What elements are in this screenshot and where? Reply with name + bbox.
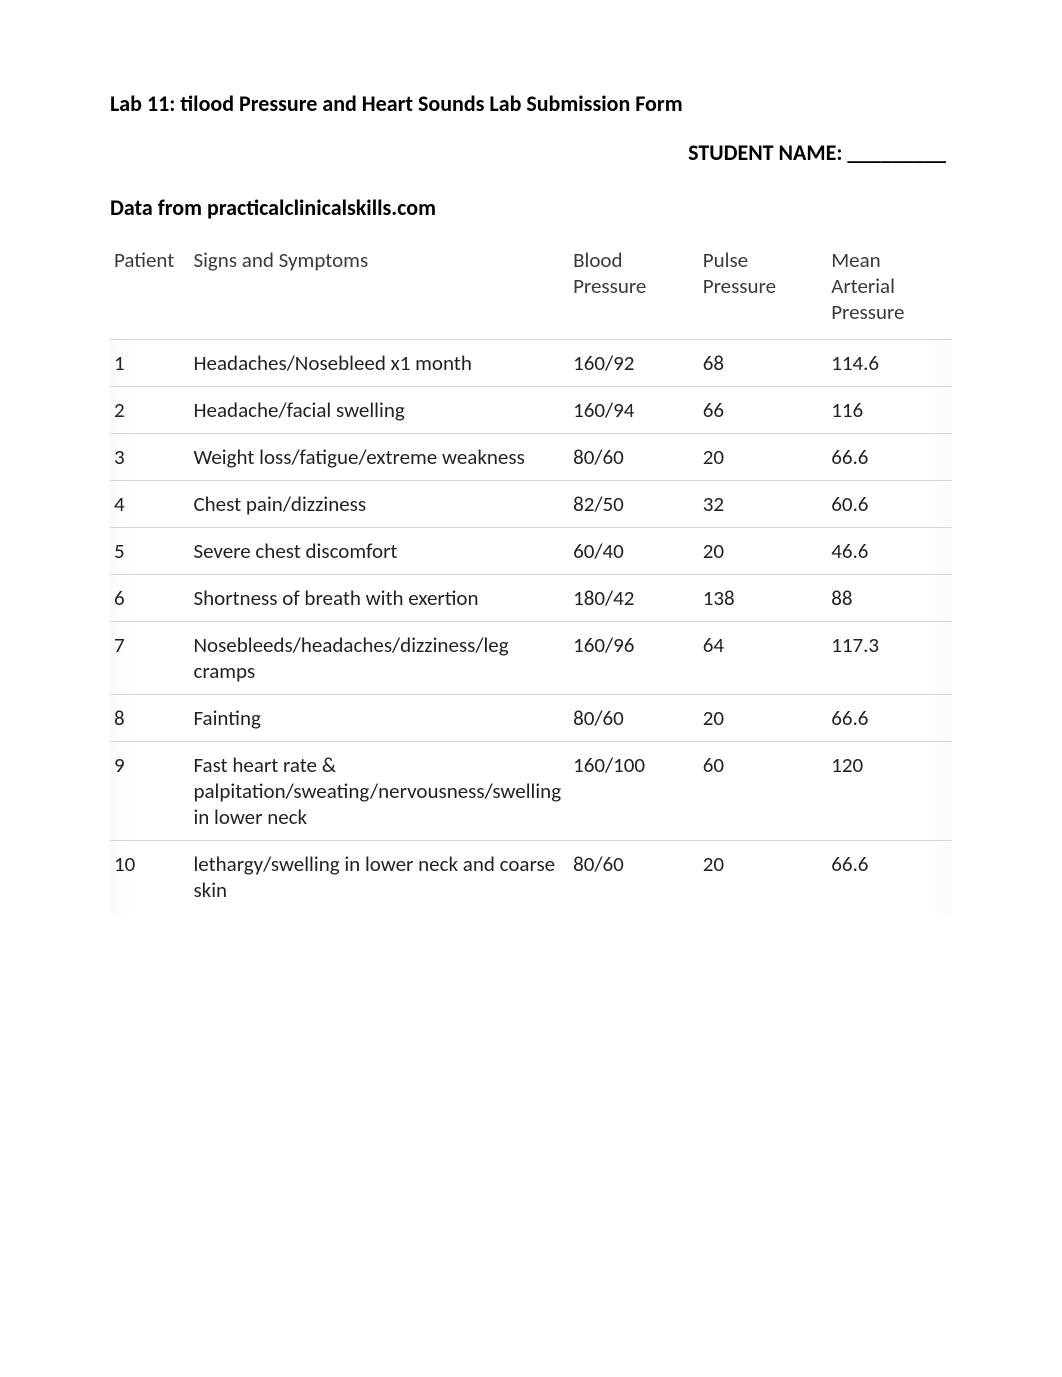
cell-signs: Fainting <box>189 695 569 742</box>
cell-map: 66.6 <box>827 434 952 481</box>
table-row: 10 lethargy/swelling in lower neck and c… <box>110 841 952 913</box>
table-row: 4 Chest pain/dizziness 82/50 32 60.6 <box>110 481 952 528</box>
col-header-pulse-pressure: Pulse Pressure <box>699 237 827 340</box>
cell-patient: 9 <box>110 742 189 841</box>
table-row: 3 Weight loss/fatigue/extreme weakness 8… <box>110 434 952 481</box>
cell-map: 66.6 <box>827 695 952 742</box>
cell-bp: 160/96 <box>569 622 699 695</box>
cell-patient: 6 <box>110 575 189 622</box>
cell-patient: 10 <box>110 841 189 913</box>
cell-patient: 5 <box>110 528 189 575</box>
cell-map: 66.6 <box>827 841 952 913</box>
col-header-mean-arterial-pressure: Mean Arterial Pressure <box>827 237 952 340</box>
cell-bp: 160/94 <box>569 387 699 434</box>
cell-pp: 64 <box>699 622 827 695</box>
cell-map: 116 <box>827 387 952 434</box>
cell-map: 88 <box>827 575 952 622</box>
cell-signs: Headache/facial swelling <box>189 387 569 434</box>
table-row: 1 Headaches/Nosebleed x1 month 160/92 68… <box>110 340 952 387</box>
col-header-patient: Patient <box>110 237 189 340</box>
cell-map: 60.6 <box>827 481 952 528</box>
cell-signs: Weight loss/fatigue/extreme weakness <box>189 434 569 481</box>
cell-patient: 7 <box>110 622 189 695</box>
cell-bp: 80/60 <box>569 695 699 742</box>
table-row: 9 Fast heart rate & palpitation/sweating… <box>110 742 952 841</box>
cell-signs: Fast heart rate & palpitation/sweating/n… <box>189 742 569 841</box>
cell-pp: 20 <box>699 695 827 742</box>
table-header-row: Patient Signs and Symptoms Blood Pressur… <box>110 237 952 340</box>
cell-patient: 3 <box>110 434 189 481</box>
cell-patient: 4 <box>110 481 189 528</box>
cell-pp: 68 <box>699 340 827 387</box>
table-row: 2 Headache/facial swelling 160/94 66 116 <box>110 387 952 434</box>
cell-bp: 180/42 <box>569 575 699 622</box>
table-row: 6 Shortness of breath with exertion 180/… <box>110 575 952 622</box>
cell-map: 46.6 <box>827 528 952 575</box>
cell-signs: Chest pain/dizziness <box>189 481 569 528</box>
cell-pp: 20 <box>699 434 827 481</box>
cell-signs: Nosebleeds/headaches/dizziness/leg cramp… <box>189 622 569 695</box>
cell-pp: 32 <box>699 481 827 528</box>
table-row: 8 Fainting 80/60 20 66.6 <box>110 695 952 742</box>
cell-bp: 160/100 <box>569 742 699 841</box>
student-name-line: STUDENT NAME: _________ <box>110 139 952 166</box>
cell-map: 120 <box>827 742 952 841</box>
cell-patient: 2 <box>110 387 189 434</box>
cell-bp: 80/60 <box>569 841 699 913</box>
patient-data-table: Patient Signs and Symptoms Blood Pressur… <box>110 237 952 913</box>
cell-signs: Headaches/Nosebleed x1 month <box>189 340 569 387</box>
cell-bp: 160/92 <box>569 340 699 387</box>
data-source-subheading: Data from practicalclinicalskills.com <box>110 194 952 221</box>
cell-patient: 8 <box>110 695 189 742</box>
cell-bp: 80/60 <box>569 434 699 481</box>
cell-pp: 20 <box>699 528 827 575</box>
cell-bp: 60/40 <box>569 528 699 575</box>
cell-signs: Severe chest discomfort <box>189 528 569 575</box>
cell-signs: Shortness of breath with exertion <box>189 575 569 622</box>
cell-pp: 20 <box>699 841 827 913</box>
table-body: 1 Headaches/Nosebleed x1 month 160/92 68… <box>110 340 952 913</box>
cell-pp: 60 <box>699 742 827 841</box>
cell-pp: 138 <box>699 575 827 622</box>
col-header-blood-pressure: Blood Pressure <box>569 237 699 340</box>
page-title: Lab 11: tilood Pressure and Heart Sounds… <box>110 90 952 117</box>
cell-signs: lethargy/swelling in lower neck and coar… <box>189 841 569 913</box>
cell-map: 114.6 <box>827 340 952 387</box>
cell-pp: 66 <box>699 387 827 434</box>
cell-bp: 82/50 <box>569 481 699 528</box>
cell-map: 117.3 <box>827 622 952 695</box>
table-row: 7 Nosebleeds/headaches/dizziness/leg cra… <box>110 622 952 695</box>
cell-patient: 1 <box>110 340 189 387</box>
table-row: 5 Severe chest discomfort 60/40 20 46.6 <box>110 528 952 575</box>
col-header-signs: Signs and Symptoms <box>189 237 569 340</box>
